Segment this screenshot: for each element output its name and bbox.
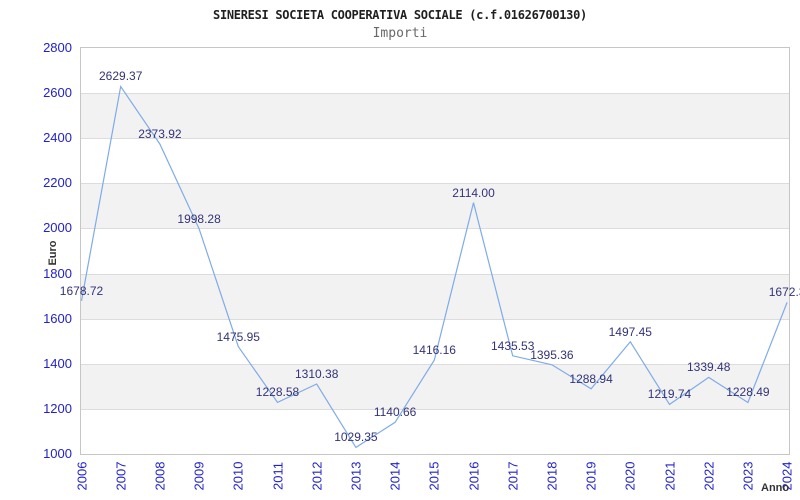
x-tick-label: 2021 [662, 461, 677, 491]
y-tick-label: 2800 [43, 40, 72, 55]
x-tick-label: 2007 [113, 461, 129, 491]
data-point-label: 1288.94 [569, 371, 613, 386]
data-point-label: 1497.45 [608, 324, 652, 339]
gridline [81, 138, 789, 139]
y-tick-label: 2000 [43, 220, 72, 236]
x-tick-label: 2012 [309, 461, 325, 491]
data-point-label: 1228.49 [726, 385, 770, 400]
gridline [81, 183, 789, 184]
gridline [81, 228, 789, 229]
data-point-label: 2629.37 [98, 69, 143, 84]
x-tick-label: 2017 [505, 461, 521, 491]
data-point-label: 1339.48 [686, 360, 731, 375]
x-tick-label: 2010 [230, 461, 246, 491]
y-tick-label: 1800 [43, 265, 72, 281]
data-point-label: 1435.53 [490, 338, 535, 353]
data-point-label: 1395.36 [530, 347, 574, 362]
y-tick-label: 2200 [43, 175, 72, 191]
grid-band [81, 273, 789, 319]
x-tick-label: 2009 [191, 461, 207, 491]
x-tick-label: 2023 [740, 461, 756, 491]
x-tick-label: 2022 [701, 461, 717, 491]
chart-subtitle: Importi [372, 26, 428, 41]
data-point-label: 1678.72 [59, 283, 104, 298]
gridline [81, 409, 789, 410]
data-point-label: 1140.66 [373, 405, 417, 420]
y-tick-label: 1200 [43, 400, 72, 416]
data-point-label: 2373.92 [138, 127, 182, 142]
x-tick-label: 2014 [387, 461, 403, 491]
x-axis-title: Anno [761, 482, 790, 494]
data-line [80, 84, 788, 449]
x-tick-label: 2008 [152, 461, 168, 491]
x-tick-label: 2016 [466, 461, 481, 491]
data-point-label: 1475.95 [216, 329, 260, 344]
gridline [81, 319, 789, 320]
y-tick-label: 1000 [43, 446, 72, 461]
gridline [81, 93, 789, 94]
x-tick-label: 2020 [622, 461, 638, 491]
y-tick-label: 2600 [43, 85, 72, 101]
x-tick-label: 2011 [270, 462, 285, 490]
x-tick-label: 2015 [426, 461, 442, 491]
y-tick-label: 2400 [43, 130, 72, 146]
gridline [81, 274, 789, 275]
x-tick-label: 2019 [583, 461, 599, 491]
grid-band [81, 93, 789, 139]
plot-area: 1678.72 2629.37 2373.92 1998.28 1475.95 1228.… [60, 47, 800, 455]
chart-title: SINERESI SOCIETA COOPERATIVA SOCIALE (c.… [213, 8, 587, 22]
data-point-label: 1998.28 [177, 211, 221, 226]
y-axis-title: Euro [47, 240, 59, 266]
data-point-label: 1228.58 [255, 385, 300, 400]
x-tick-label: 2013 [348, 461, 364, 491]
data-point-label: 2114.00 [452, 185, 495, 200]
x-tick-label: 2018 [544, 461, 560, 491]
data-point-label: 1416.16 [412, 343, 456, 358]
data-point-label: 1219.74 [647, 387, 692, 402]
data-point-label: 1672.3 [768, 285, 800, 300]
grid-band [81, 363, 789, 409]
data-point-label: 1029.35 [334, 430, 378, 445]
gridline [81, 364, 789, 365]
x-tick-label: 2006 [74, 461, 89, 491]
y-tick-label: 1600 [43, 310, 72, 326]
y-tick-label: 1400 [43, 355, 72, 371]
data-point-label: 1310.38 [294, 366, 339, 381]
grid-band [81, 183, 789, 229]
